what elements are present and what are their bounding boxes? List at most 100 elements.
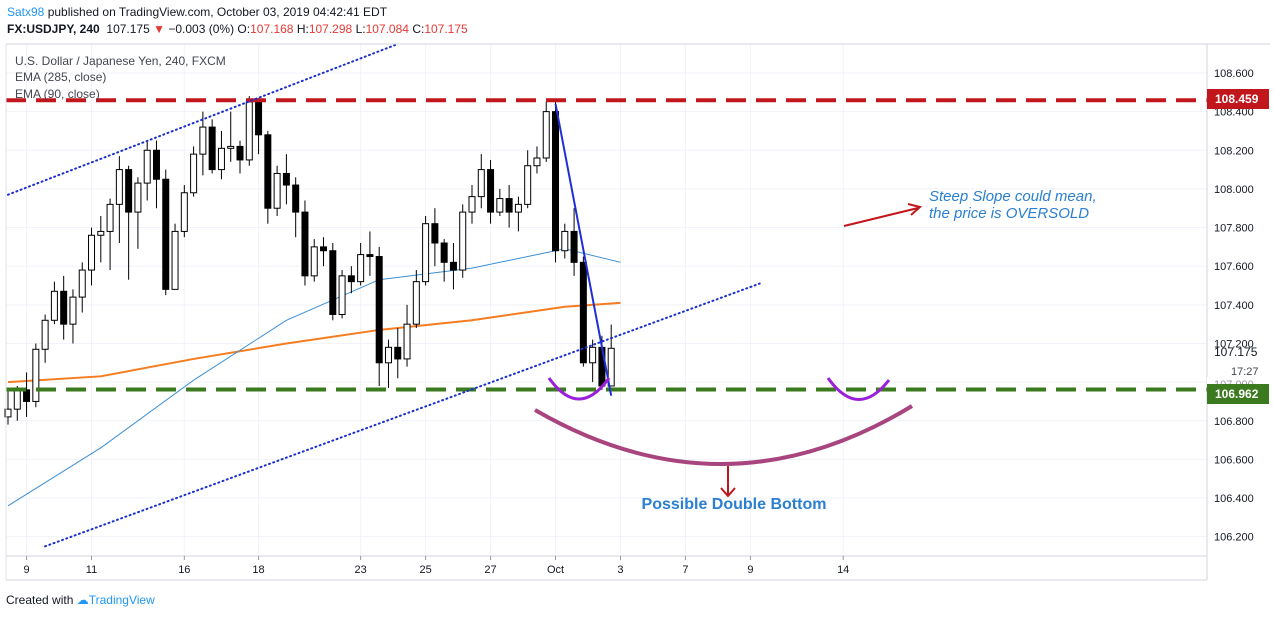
candle-body — [208, 126, 216, 171]
drawings — [6, 44, 1207, 548]
y-tick-label: 107.800 — [1214, 223, 1254, 235]
candle-body — [403, 323, 411, 360]
candle-body — [533, 157, 541, 167]
candle-body — [50, 290, 58, 321]
candle-body — [487, 169, 495, 213]
footer: Created with ☁TradingView — [6, 593, 155, 607]
candle-body — [292, 184, 300, 213]
candle-body — [115, 169, 123, 205]
publication-line: Satx98 published on TradingView.com, Oct… — [7, 5, 387, 19]
candle-body — [320, 246, 328, 252]
candle-body — [459, 211, 467, 271]
candles — [4, 96, 615, 425]
y-tick-label: 108.200 — [1214, 145, 1254, 157]
x-tick-label: 7 — [682, 564, 688, 576]
candle-body — [125, 169, 133, 213]
y-tick-label: 106.200 — [1214, 532, 1254, 544]
y-tick-label: 107.200 — [1214, 338, 1254, 350]
support-price-tag: 106.962 — [1215, 387, 1259, 401]
annotation-steep-slope-line2: the price is OVERSOLD — [929, 205, 1089, 222]
y-tick-label: 108.000 — [1214, 184, 1254, 196]
candle-body — [255, 101, 263, 136]
annotation-steep-slope-line1: Steep Slope could mean, — [929, 188, 1097, 205]
ohlc-line: FX:USDJPY, 240 107.175 ▼ −0.003 (0%) O:1… — [7, 22, 468, 36]
x-tick-label: 18 — [252, 564, 264, 576]
candle-body — [310, 246, 318, 277]
candle-body — [514, 203, 522, 213]
last-price: 107.175 — [106, 22, 150, 36]
candle-body — [579, 261, 587, 364]
current-price-tag: 107.175 — [1214, 345, 1258, 359]
close-value: 107.175 — [424, 22, 468, 36]
resistance-price-box — [1207, 89, 1269, 109]
high-value: 107.298 — [308, 22, 353, 36]
candle-body — [227, 145, 235, 149]
candle-body — [357, 254, 365, 283]
candle-body — [589, 346, 597, 364]
x-tick-label: 25 — [419, 564, 431, 576]
x-tick-label: 3 — [617, 564, 623, 576]
candle-body — [282, 172, 290, 186]
candle-body — [236, 145, 244, 161]
down-arrow-icon: ▼ — [153, 22, 166, 36]
candle-body — [496, 198, 504, 213]
x-tick-label: Oct — [547, 564, 564, 576]
published-text: published on TradingView.com, October 03… — [47, 5, 388, 19]
close-label: C: — [412, 22, 425, 36]
x-tick-label: 9 — [747, 564, 753, 576]
candle-body — [199, 126, 207, 155]
author-link[interactable]: Satx98 — [7, 5, 45, 19]
candle-body — [78, 269, 86, 298]
candle-body — [4, 408, 12, 418]
axes: 106.200106.400106.600106.800107.000107.2… — [5, 43, 1270, 581]
candle-body — [32, 348, 40, 402]
candle-body — [552, 111, 560, 252]
candle-body — [143, 149, 151, 184]
candle-body — [477, 169, 485, 198]
y-tick-label: 107.600 — [1214, 261, 1254, 273]
candle-body — [412, 281, 420, 325]
candle-body — [301, 211, 309, 277]
candle-body — [542, 111, 550, 159]
candle-body — [106, 203, 114, 232]
x-tick-label: 9 — [23, 564, 29, 576]
candle-body — [23, 389, 31, 402]
candle-body — [190, 153, 198, 194]
annotation-arrow-shaft — [843, 207, 919, 227]
y-tick-label: 108.600 — [1214, 68, 1254, 80]
down-arrow-head — [720, 487, 736, 498]
right-bottom-cup — [826, 377, 891, 401]
open-value: 107.168 — [250, 22, 294, 36]
candle-body — [440, 242, 448, 263]
open-label: O: — [237, 22, 251, 36]
left-bottom-cup — [547, 377, 611, 401]
channel-upper-line — [7, 44, 399, 196]
candle-body — [607, 347, 615, 387]
candle-body — [152, 149, 160, 180]
channel-lower-line — [44, 282, 761, 548]
price-scale-labels: 107.000 108.459 107.175 17:27 106.962 — [1207, 89, 1269, 404]
y-tick-label: 108.400 — [1214, 107, 1254, 119]
candle-body — [273, 172, 281, 209]
candle-body — [431, 223, 439, 244]
low-value: 107.084 — [365, 22, 409, 36]
candle-body — [524, 165, 532, 205]
created-with-text: Created with — [6, 593, 74, 607]
candle-body — [347, 275, 355, 283]
candle-body — [171, 230, 179, 290]
candle-body — [329, 250, 337, 315]
low-label: L: — [355, 22, 366, 36]
double-bottom-arc — [533, 404, 914, 466]
legend-ema285: EMA (285, close) — [15, 70, 106, 84]
candle-body — [217, 147, 225, 171]
candle-body — [41, 319, 49, 350]
candle-body — [366, 254, 374, 258]
candle-body — [468, 196, 476, 213]
countdown-tag: 17:27 — [1231, 366, 1259, 378]
x-tick-label: 14 — [837, 564, 849, 576]
tradingview-brand[interactable]: TradingView — [88, 593, 155, 607]
x-tick-label: 16 — [178, 564, 190, 576]
legend-instrument: U.S. Dollar / Japanese Yen, 240, FXCM — [15, 54, 226, 68]
tradingview-logo-icon: ☁ — [76, 593, 89, 607]
